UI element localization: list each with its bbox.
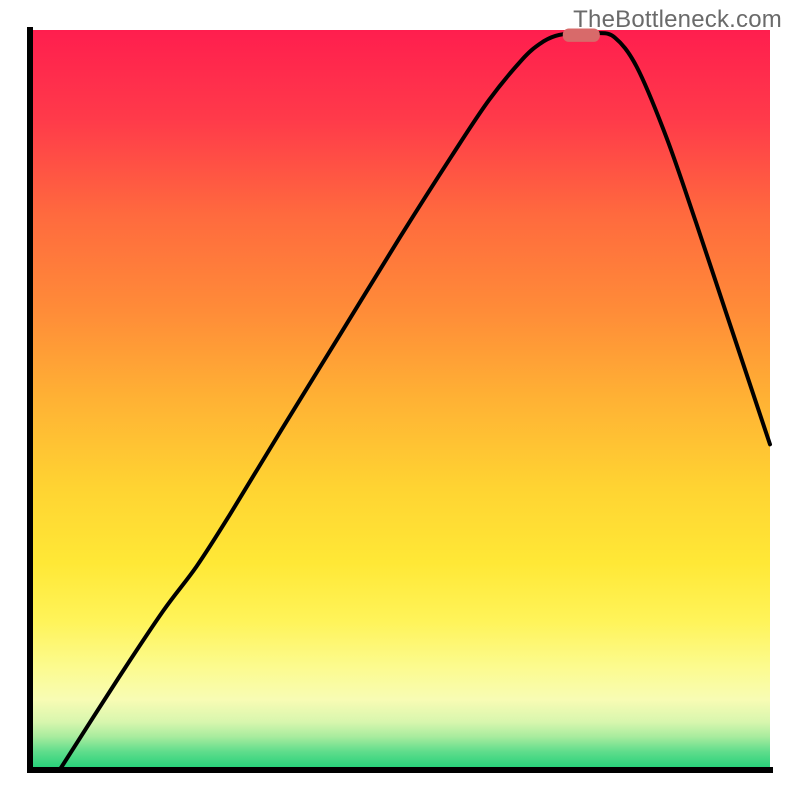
gradient-background [30,30,770,770]
watermark-text: TheBottleneck.com [573,6,782,34]
chart-svg [0,0,800,800]
bottleneck-chart: TheBottleneck.com [0,0,800,800]
